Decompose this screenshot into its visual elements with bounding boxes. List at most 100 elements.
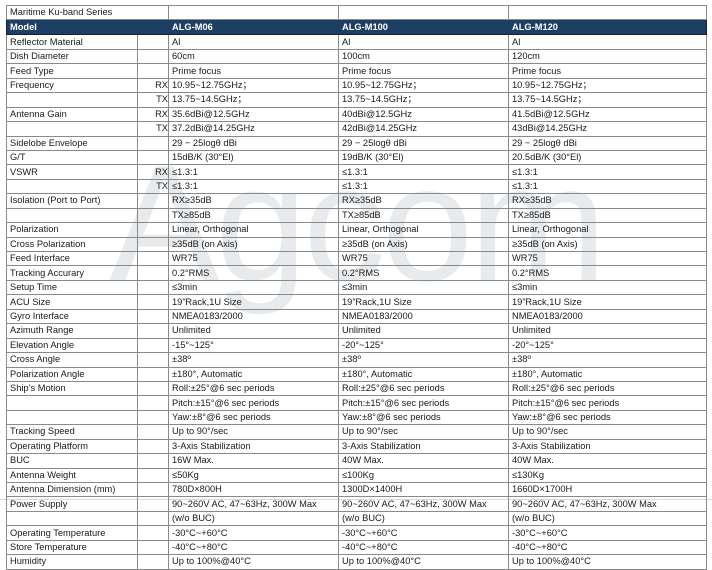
value-m100: -30°C~+60°C [338, 525, 509, 541]
parameter-label-empty [6, 207, 138, 224]
table-row: Feed Type Prime focus Prime focus Prime foc… [6, 63, 707, 79]
parameter-label: Antenna Dimension (mm) [6, 481, 138, 498]
parameter-label-empty [6, 409, 138, 426]
band-label-empty [137, 34, 169, 50]
band-label: RX [137, 106, 169, 123]
value-m06: Roll:±25°@6 sec periods [168, 380, 339, 397]
value-m120: Linear, Orthogonal [508, 222, 707, 238]
table-row: Polarization Angle ±180°, Automatic ±180°,… [6, 366, 707, 382]
parameter-label: Azimuth Range [6, 323, 138, 339]
value-m06: ≥35dB (on Axis) [168, 236, 339, 253]
value-m06: 16W Max. [168, 453, 339, 469]
value-m120: 29 − 25logθ dBi [508, 135, 707, 151]
value-m100: 19”Rack,1U Size [338, 294, 509, 310]
parameter-label-empty [6, 121, 138, 137]
series-title: Maritime Ku-band Series [6, 4, 169, 21]
value-m120: 43dBi@14.25GHz [508, 121, 707, 137]
table-row: Setup Time ≤3min ≤3min ≤3min [6, 279, 707, 296]
value-m100: 10.95~12.75GHz； [338, 77, 509, 94]
band-label-empty [137, 395, 169, 411]
value-m120: NMEA0183/2000 [508, 308, 707, 325]
value-m100: TX≥85dB [338, 207, 509, 224]
value-m06: ±38º [168, 352, 339, 368]
value-m100: WR75 [338, 250, 509, 267]
parameter-label: Isolation (Port to Port) [6, 193, 138, 209]
value-m06: -30°C~+60°C [168, 525, 339, 541]
value-m120: (w/o BUC) [508, 510, 707, 527]
value-m100: Roll:±25°@6 sec periods [338, 380, 509, 397]
table-row: Operating Platform 3-Axis Stabilization 3-… [6, 438, 707, 455]
band-label-empty [137, 510, 169, 527]
parameter-label: Store Temperature [6, 539, 138, 556]
value-m100: 90~260V AC, 47~63Hz, 300W Max [338, 496, 509, 512]
header-model-m06: ALG-M06 [168, 19, 339, 36]
table-row: BUC 16W Max. 40W Max. 40W Max. [6, 453, 707, 469]
value-m120: 20.5dB/K (30°El) [508, 149, 707, 166]
value-m100: ≤3min [338, 279, 509, 296]
parameter-label: Gyro Interface [6, 308, 138, 325]
value-m100: Al [338, 34, 509, 50]
parameter-label: VSWR [6, 164, 138, 180]
specification-table: Maritime Ku-band Series Model ALG-M06 AL… [6, 4, 707, 570]
value-m100: ≥35dB (on Axis) [338, 236, 509, 253]
parameter-label: Elevation Angle [6, 337, 138, 354]
value-m100: 29 − 25logθ dBi [338, 135, 509, 151]
value-m120: Pitch:±15°@6 sec periods [508, 395, 707, 411]
band-label-empty [137, 193, 169, 209]
band-label-empty [137, 279, 169, 296]
parameter-label: Polarization [6, 222, 138, 238]
value-m120: 3-Axis Stabilization [508, 438, 707, 455]
value-m120: Up to 90°/sec [508, 424, 707, 440]
value-m06: TX≥85dB [168, 207, 339, 224]
value-m120: Yaw:±8°@6 sec periods [508, 409, 707, 426]
parameter-label-empty [6, 92, 138, 108]
value-m120: 41.5dBi@12.5GHz [508, 106, 707, 123]
parameter-label: Cross Polarization [6, 236, 138, 253]
parameter-label: Antenna Gain [6, 106, 138, 123]
value-m120: ≤130Kg [508, 467, 707, 484]
parameter-label: Setup Time [6, 279, 138, 296]
band-label-empty [137, 352, 169, 368]
value-m06: 29 − 25logθ dBi [168, 135, 339, 151]
value-m100: 40dBi@12.5GHz [338, 106, 509, 123]
value-m100: ±180°, Automatic [338, 366, 509, 382]
value-m06: -15°~125° [168, 337, 339, 354]
band-label-empty [137, 135, 169, 151]
value-m06: RX≥35dB [168, 193, 339, 209]
table-row: Reflector Material Al Al Al [6, 34, 707, 50]
header-model-m100: ALG-M100 [338, 19, 509, 36]
parameter-label: Ship’s Motion [6, 380, 138, 397]
value-m120: ±180°, Automatic [508, 366, 707, 382]
value-m06: Linear, Orthogonal [168, 222, 339, 238]
value-m100: ≤1.3:1 [338, 178, 509, 195]
value-m120: ≥35dB (on Axis) [508, 236, 707, 253]
parameter-label-empty [6, 395, 138, 411]
parameter-label: Antenna Weight [6, 467, 138, 484]
value-m120: -40°C~+80°C [508, 539, 707, 556]
value-m120: 13.75~14.5GHz； [508, 92, 707, 108]
value-m100: Yaw:±8°@6 sec periods [338, 409, 509, 426]
table-row: Power Supply 90~260V AC, 47~63Hz, 300W Ma… [6, 496, 707, 512]
value-m06: Pitch:±15°@6 sec periods [168, 395, 339, 411]
band-label-empty [137, 236, 169, 253]
value-m120: Up to 100%@40°C [508, 554, 707, 570]
table-row: Polarization Linear, Orthogonal Linear, Or… [6, 222, 707, 238]
value-m120: Unlimited [508, 323, 707, 339]
table-row: G/T 15dB/K (30°El) 19dB/K (30°El) 20.5dB/K … [6, 149, 707, 166]
value-m06: Up to 100%@40°C [168, 554, 339, 570]
value-m100: Linear, Orthogonal [338, 222, 509, 238]
value-m120: ±38º [508, 352, 707, 368]
value-m06: 90~260V AC, 47~63Hz, 300W Max [168, 496, 339, 512]
band-label-empty [137, 48, 169, 65]
value-m06: ≤50Kg [168, 467, 339, 484]
value-m100: Pitch:±15°@6 sec periods [338, 395, 509, 411]
value-m06: 35.6dBi@12.5GHz [168, 106, 339, 123]
series-title-blank-2 [338, 4, 509, 21]
table-row: TX≥85dB TX≥85dB TX≥85dB [6, 207, 707, 224]
band-label: RX [137, 77, 169, 94]
value-m06: 0.2°RMS [168, 265, 339, 281]
value-m06: ≤3min [168, 279, 339, 296]
table-row: Humidity Up to 100%@40°C Up to 100%@40°C Up… [6, 554, 707, 570]
band-label-empty [137, 424, 169, 440]
band-label-empty [137, 63, 169, 79]
